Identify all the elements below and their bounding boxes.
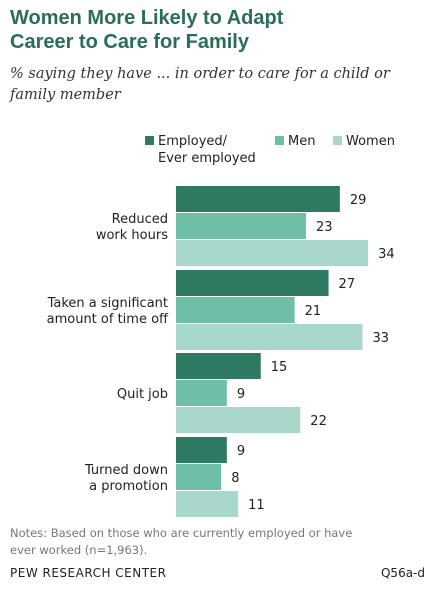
bar-4-1 (176, 437, 227, 463)
subtitle-line-2: family member (10, 87, 121, 103)
value-label-1-2: 23 (316, 220, 333, 235)
title-line-2: Career to Care for Family (10, 31, 249, 53)
subtitle-line-1: % saying they have ... in order to care … (10, 66, 390, 82)
notes-line-1: Notes: Based on those who are currently … (10, 526, 353, 540)
value-label-3-3: 22 (310, 414, 327, 429)
legend-label-3: Women (346, 134, 395, 149)
chart-title: Women More Likely to Adapt Career to Car… (10, 6, 430, 54)
bar-4-2 (176, 464, 222, 490)
bar-3-2 (176, 380, 227, 406)
value-label-2-2: 21 (305, 304, 322, 319)
chart-subtitle: % saying they have ... in order to care … (10, 64, 430, 106)
bar-1-2 (176, 213, 306, 239)
category-label-4: Turned down a promotion (84, 463, 168, 494)
notes: Notes: Based on those who are currently … (10, 525, 430, 559)
bar-3-3 (176, 407, 301, 433)
bar-2-3 (176, 324, 363, 350)
legend-label-1: Employed/Ever employed (158, 134, 256, 166)
value-label-3-1: 15 (271, 360, 288, 375)
bar-4-3 (176, 491, 239, 517)
bar-2-1 (176, 270, 329, 296)
bar-1-1 (176, 186, 340, 212)
category-label-3: Quit job (117, 387, 168, 402)
category-label-1: Reduced work hours (96, 212, 168, 243)
value-label-2-1: 27 (339, 277, 356, 292)
value-label-4-3: 11 (248, 498, 265, 513)
bar-2-2 (176, 297, 295, 323)
value-label-2-3: 33 (372, 331, 389, 346)
value-label-4-1: 9 (237, 444, 245, 459)
value-label-1-1: 29 (350, 193, 367, 208)
notes-line-2: ever worked (n=1,963). (10, 543, 148, 557)
question-reference: Q56a-d (380, 566, 425, 580)
title-line-1: Women More Likely to Adapt (10, 7, 284, 29)
legend-swatch-3 (333, 136, 342, 145)
legend-swatch-1 (145, 136, 154, 145)
category-label-2: Taken a significant amount of time off (47, 296, 169, 327)
source-label: PEW RESEARCH CENTER (10, 566, 167, 580)
bar-3-1 (176, 353, 261, 379)
legend-label-2: Men (288, 134, 315, 149)
legend-swatch-2 (275, 136, 284, 145)
value-label-3-2: 9 (237, 387, 245, 402)
value-label-4-2: 8 (231, 471, 239, 486)
value-label-1-3: 34 (378, 247, 395, 262)
bar-1-3 (176, 240, 369, 266)
